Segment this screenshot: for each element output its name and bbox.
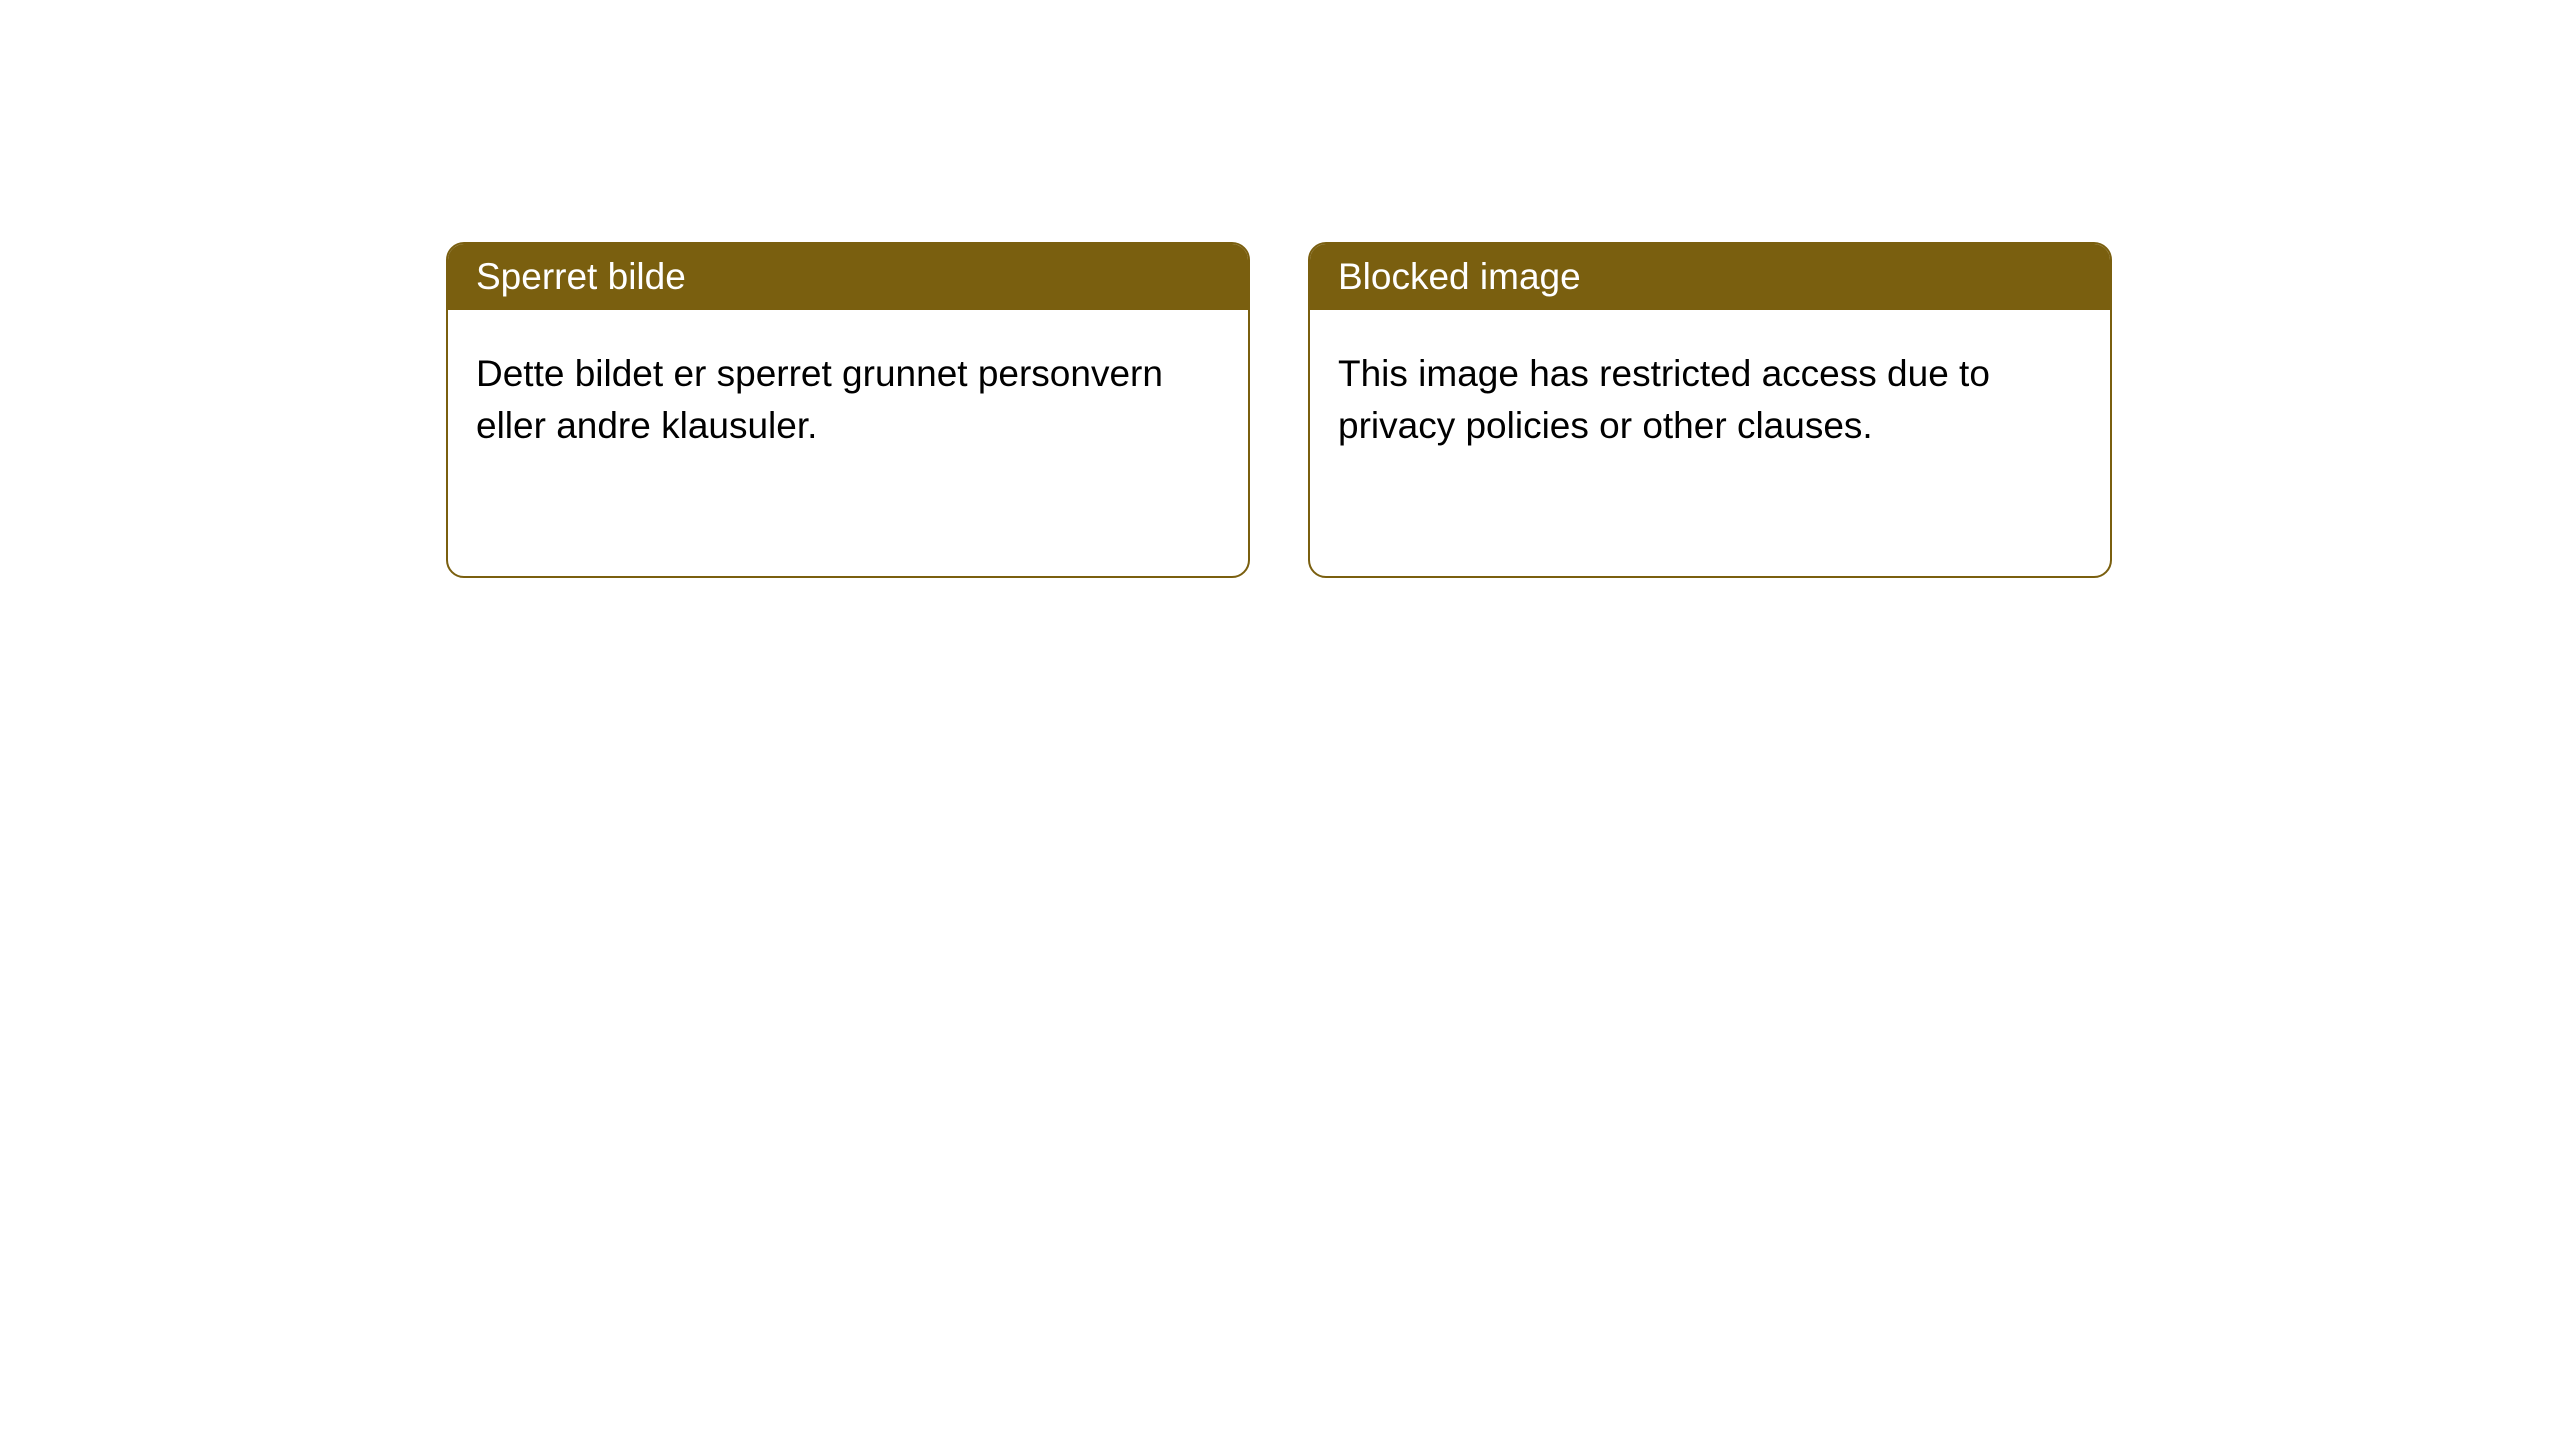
card-body-text: This image has restricted access due to … xyxy=(1338,353,1990,446)
card-body: Dette bildet er sperret grunnet personve… xyxy=(448,310,1248,490)
card-body: This image has restricted access due to … xyxy=(1310,310,2110,490)
card-header-text: Blocked image xyxy=(1338,256,1581,297)
card-header: Sperret bilde xyxy=(448,244,1248,310)
notice-cards-container: Sperret bilde Dette bildet er sperret gr… xyxy=(0,0,2560,578)
card-body-text: Dette bildet er sperret grunnet personve… xyxy=(476,353,1163,446)
notice-card-english: Blocked image This image has restricted … xyxy=(1308,242,2112,578)
card-header-text: Sperret bilde xyxy=(476,256,686,297)
notice-card-norwegian: Sperret bilde Dette bildet er sperret gr… xyxy=(446,242,1250,578)
card-header: Blocked image xyxy=(1310,244,2110,310)
